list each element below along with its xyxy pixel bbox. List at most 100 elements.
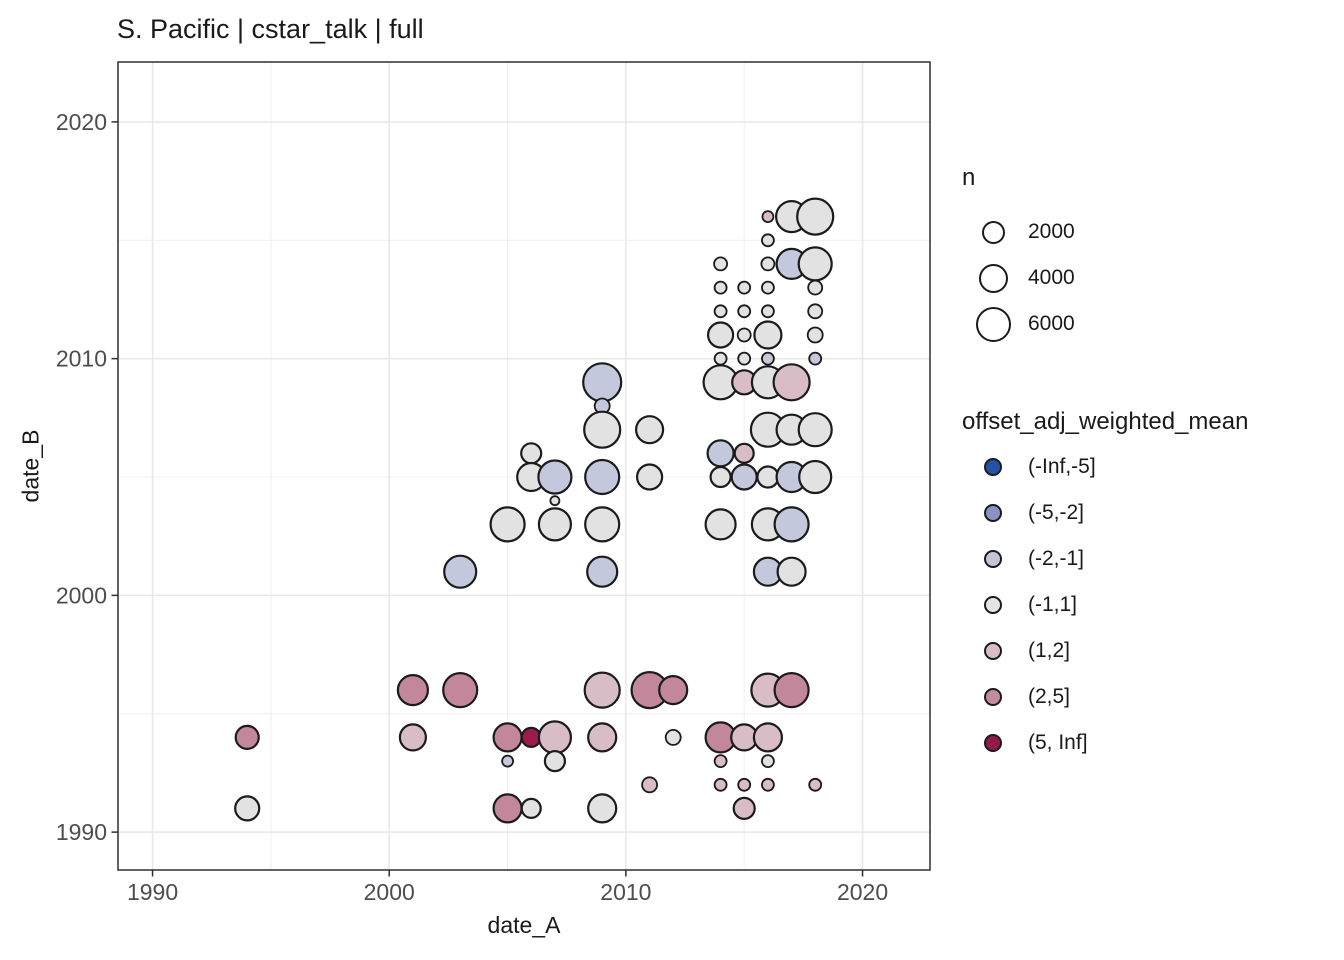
data-point	[737, 304, 752, 319]
color-legend-item: (-Inf,-5]	[962, 444, 1344, 490]
color-key-dot-icon	[984, 458, 1002, 476]
color-legend-label: (-2,-1]	[1028, 547, 1085, 570]
data-point	[587, 793, 618, 824]
data-point	[713, 304, 728, 319]
data-point	[709, 465, 732, 489]
data-point	[761, 777, 775, 792]
data-point	[736, 327, 752, 343]
data-point	[806, 326, 824, 344]
data-point	[753, 320, 783, 350]
color-legend-label: (-1,1]	[1028, 593, 1078, 616]
y-tick-label: 1990	[56, 819, 107, 845]
size-legend-item: 6000	[962, 301, 1344, 347]
y-tick-label: 2020	[56, 109, 107, 135]
x-tick-label: 1990	[127, 879, 178, 905]
data-point	[501, 754, 515, 768]
data-point	[713, 351, 728, 366]
data-point	[808, 777, 823, 792]
data-point	[713, 256, 728, 272]
plot-title: S. Pacific | cstar_talk | full	[117, 14, 424, 44]
data-point	[713, 777, 728, 792]
y-tick-label: 2010	[56, 346, 107, 372]
size-legend-title: n	[962, 164, 976, 191]
data-point	[658, 674, 689, 706]
data-point	[798, 459, 833, 495]
color-legend-item: (-1,1]	[962, 582, 1344, 628]
size-key-circle-icon	[981, 220, 1005, 244]
color-legend-label: (-5,-2]	[1028, 501, 1085, 524]
data-point	[635, 463, 664, 491]
data-point	[761, 304, 775, 319]
y-tick-label: 2000	[56, 582, 107, 608]
data-point	[704, 508, 737, 541]
color-legend-item: (-2,-1]	[962, 536, 1344, 582]
data-point	[730, 463, 758, 491]
color-legend-item: (1,2]	[962, 628, 1344, 674]
data-point	[776, 556, 807, 587]
data-point	[537, 507, 573, 542]
data-point	[234, 724, 260, 751]
data-point	[492, 722, 523, 753]
data-point	[756, 465, 780, 489]
color-key-dot-icon	[984, 596, 1002, 614]
data-point	[713, 280, 728, 295]
data-point	[761, 280, 775, 295]
data-point	[761, 351, 775, 366]
color-legend-item: (2,5]	[962, 674, 1344, 720]
data-point	[549, 495, 561, 507]
data-point	[760, 256, 776, 272]
data-point	[807, 279, 824, 296]
y-axis-title: date_B	[17, 429, 44, 503]
size-legend-label: 6000	[1028, 312, 1075, 335]
data-point	[489, 506, 526, 543]
data-point	[706, 321, 735, 349]
data-point	[761, 210, 775, 224]
legend-panel: n 2000 4000 6000 offset_adj_weighted_mea…	[962, 0, 1344, 960]
x-tick-label: 2000	[364, 879, 415, 905]
data-point	[583, 410, 622, 449]
data-point	[761, 754, 775, 768]
data-point	[537, 720, 573, 755]
color-legend-item: (-5,-2]	[962, 490, 1344, 536]
data-point	[398, 723, 427, 752]
color-key-dot-icon	[984, 642, 1002, 660]
x-tick-label: 2010	[600, 879, 651, 905]
data-point	[442, 671, 479, 709]
data-point	[634, 415, 665, 445]
data-point	[737, 777, 752, 792]
data-point	[520, 797, 542, 820]
size-legend-item: 4000	[962, 255, 1344, 301]
color-key-dot-icon	[984, 550, 1002, 568]
data-point	[773, 671, 810, 709]
x-axis-title: date_A	[487, 912, 561, 938]
data-point	[492, 793, 523, 824]
color-legend-label: (2,5]	[1028, 685, 1071, 708]
color-legend-label: (5, Inf]	[1028, 731, 1088, 754]
data-point	[737, 351, 752, 366]
data-point	[586, 555, 619, 588]
data-point	[664, 729, 682, 746]
data-point	[772, 363, 811, 402]
size-legend-label: 4000	[1028, 266, 1075, 289]
color-legend-label: (1,2]	[1028, 639, 1071, 662]
data-point	[587, 722, 618, 753]
data-point	[733, 442, 755, 464]
size-legend-label: 2000	[1028, 220, 1075, 243]
data-point	[761, 233, 775, 248]
data-point	[808, 351, 823, 366]
data-point	[737, 280, 752, 295]
data-point	[797, 246, 833, 282]
x-tick-label: 2020	[837, 879, 888, 905]
data-point	[583, 671, 621, 709]
data-point	[796, 197, 835, 236]
data-point	[543, 749, 567, 773]
color-legend-label: (-Inf,-5]	[1028, 455, 1096, 478]
data-point	[584, 506, 621, 543]
data-point	[234, 795, 261, 822]
data-point	[797, 412, 833, 448]
data-point	[396, 673, 429, 707]
data-point	[520, 442, 543, 465]
data-point	[537, 459, 573, 495]
color-key-dot-icon	[984, 688, 1002, 706]
